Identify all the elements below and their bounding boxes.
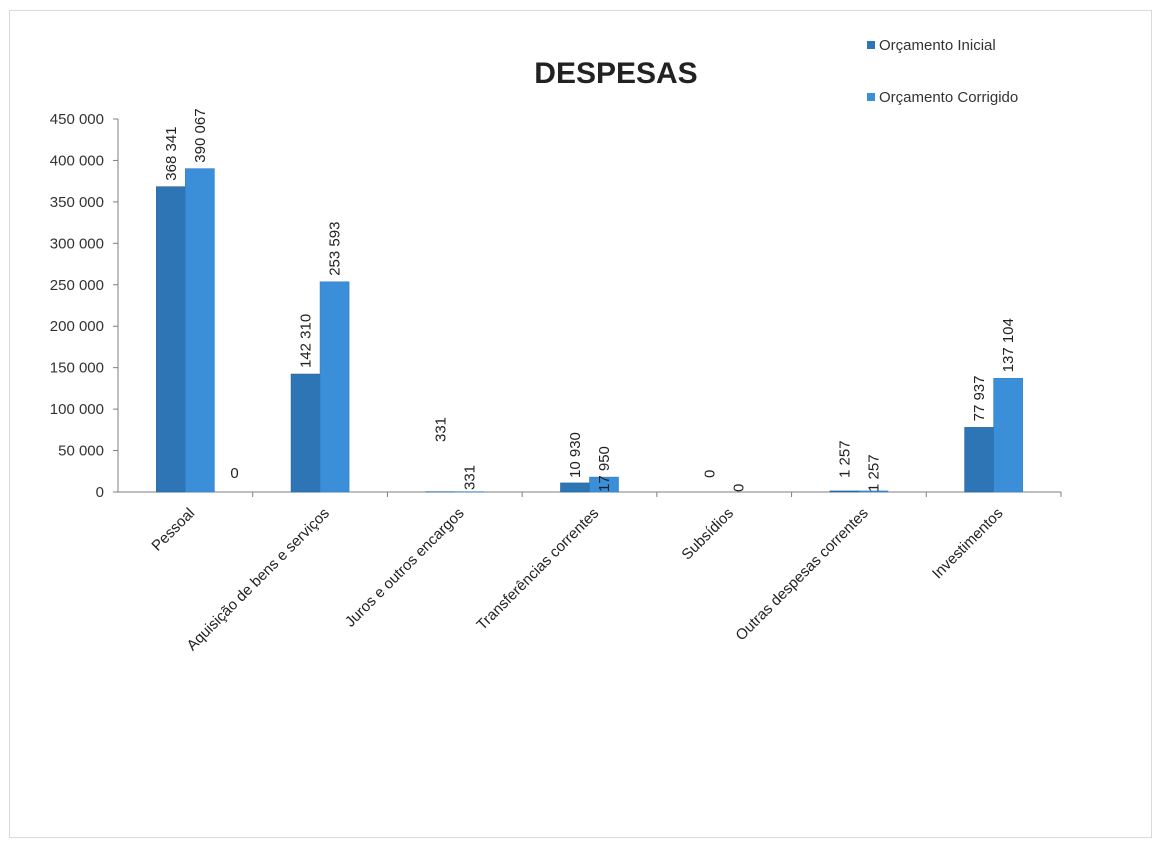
bar-orcamento-inicial: [964, 427, 994, 493]
category-label: Investimentos: [929, 505, 1006, 582]
y-tick-label: 100 000: [50, 401, 104, 418]
bar-orcamento-corrigido: [993, 378, 1023, 493]
bar-orcamento-inicial: [290, 373, 321, 493]
data-label: 77 937: [971, 376, 988, 422]
y-tick-label: 300 000: [50, 235, 104, 252]
y-tick-label: 350 000: [50, 194, 104, 211]
data-label: 17 950: [596, 446, 613, 492]
legend-swatch: [867, 93, 875, 101]
data-label: 368 341: [163, 126, 180, 180]
y-tick-label: 0: [96, 484, 104, 501]
category-label: Juros e outros encargos: [342, 505, 468, 631]
category-label: Subsídios: [678, 505, 737, 564]
legend: Orçamento Inicial Orçamento Corrigido: [867, 37, 1018, 106]
category-label: Aquisição de bens e serviços: [184, 505, 333, 654]
y-tick-label: 150 000: [50, 360, 104, 377]
data-label: 137 104: [1000, 318, 1017, 372]
legend-swatch: [867, 41, 875, 49]
category-label: Pessoal: [148, 505, 198, 555]
data-label: 331: [461, 465, 478, 490]
chart-frame: DESPESAS Orçamento Inicial Orçamento Corr…: [9, 10, 1152, 838]
data-label: 0: [731, 484, 748, 492]
data-label: 0: [702, 470, 719, 478]
bar-orcamento-corrigido: [185, 168, 215, 493]
y-tick-label: 400 000: [50, 152, 104, 169]
bars: [156, 168, 1023, 493]
bar-orcamento-corrigido: [858, 490, 889, 493]
legend-label: Orçamento Inicial: [879, 37, 996, 54]
bar-orcamento-inicial: [156, 186, 186, 493]
data-label: 1 257: [865, 454, 882, 492]
data-label: 142 310: [298, 314, 315, 368]
data-label: 253 593: [327, 222, 344, 276]
bar-orcamento-inicial: [829, 490, 860, 493]
y-tick-label: 250 000: [50, 277, 104, 294]
data-label: 331: [432, 417, 449, 442]
category-label: Outras despesas correntes: [732, 505, 871, 644]
legend-label: Orçamento Corrigido: [879, 89, 1018, 106]
y-tick-label: 450 000: [50, 111, 104, 128]
chart-title: DESPESAS: [534, 57, 697, 90]
y-tick-label: 50 000: [58, 443, 104, 460]
data-label: 10 930: [567, 432, 584, 478]
bar-orcamento-corrigido: [319, 281, 350, 493]
category-label: Transferências correntes: [473, 505, 602, 634]
data-label-extra: 0: [230, 465, 238, 482]
data-label: 390 067: [192, 108, 209, 162]
bar-orcamento-corrigido: [589, 476, 619, 493]
data-labels: 368 341 390 067 142 310 253 593 331 331 10 930…: [163, 108, 1017, 492]
bar-chart: DESPESAS Orçamento Inicial Orçamento Corr…: [50, 37, 1062, 654]
y-tick-label: 200 000: [50, 318, 104, 335]
bar-orcamento-inicial: [560, 482, 590, 493]
data-label: 1 257: [836, 440, 853, 478]
